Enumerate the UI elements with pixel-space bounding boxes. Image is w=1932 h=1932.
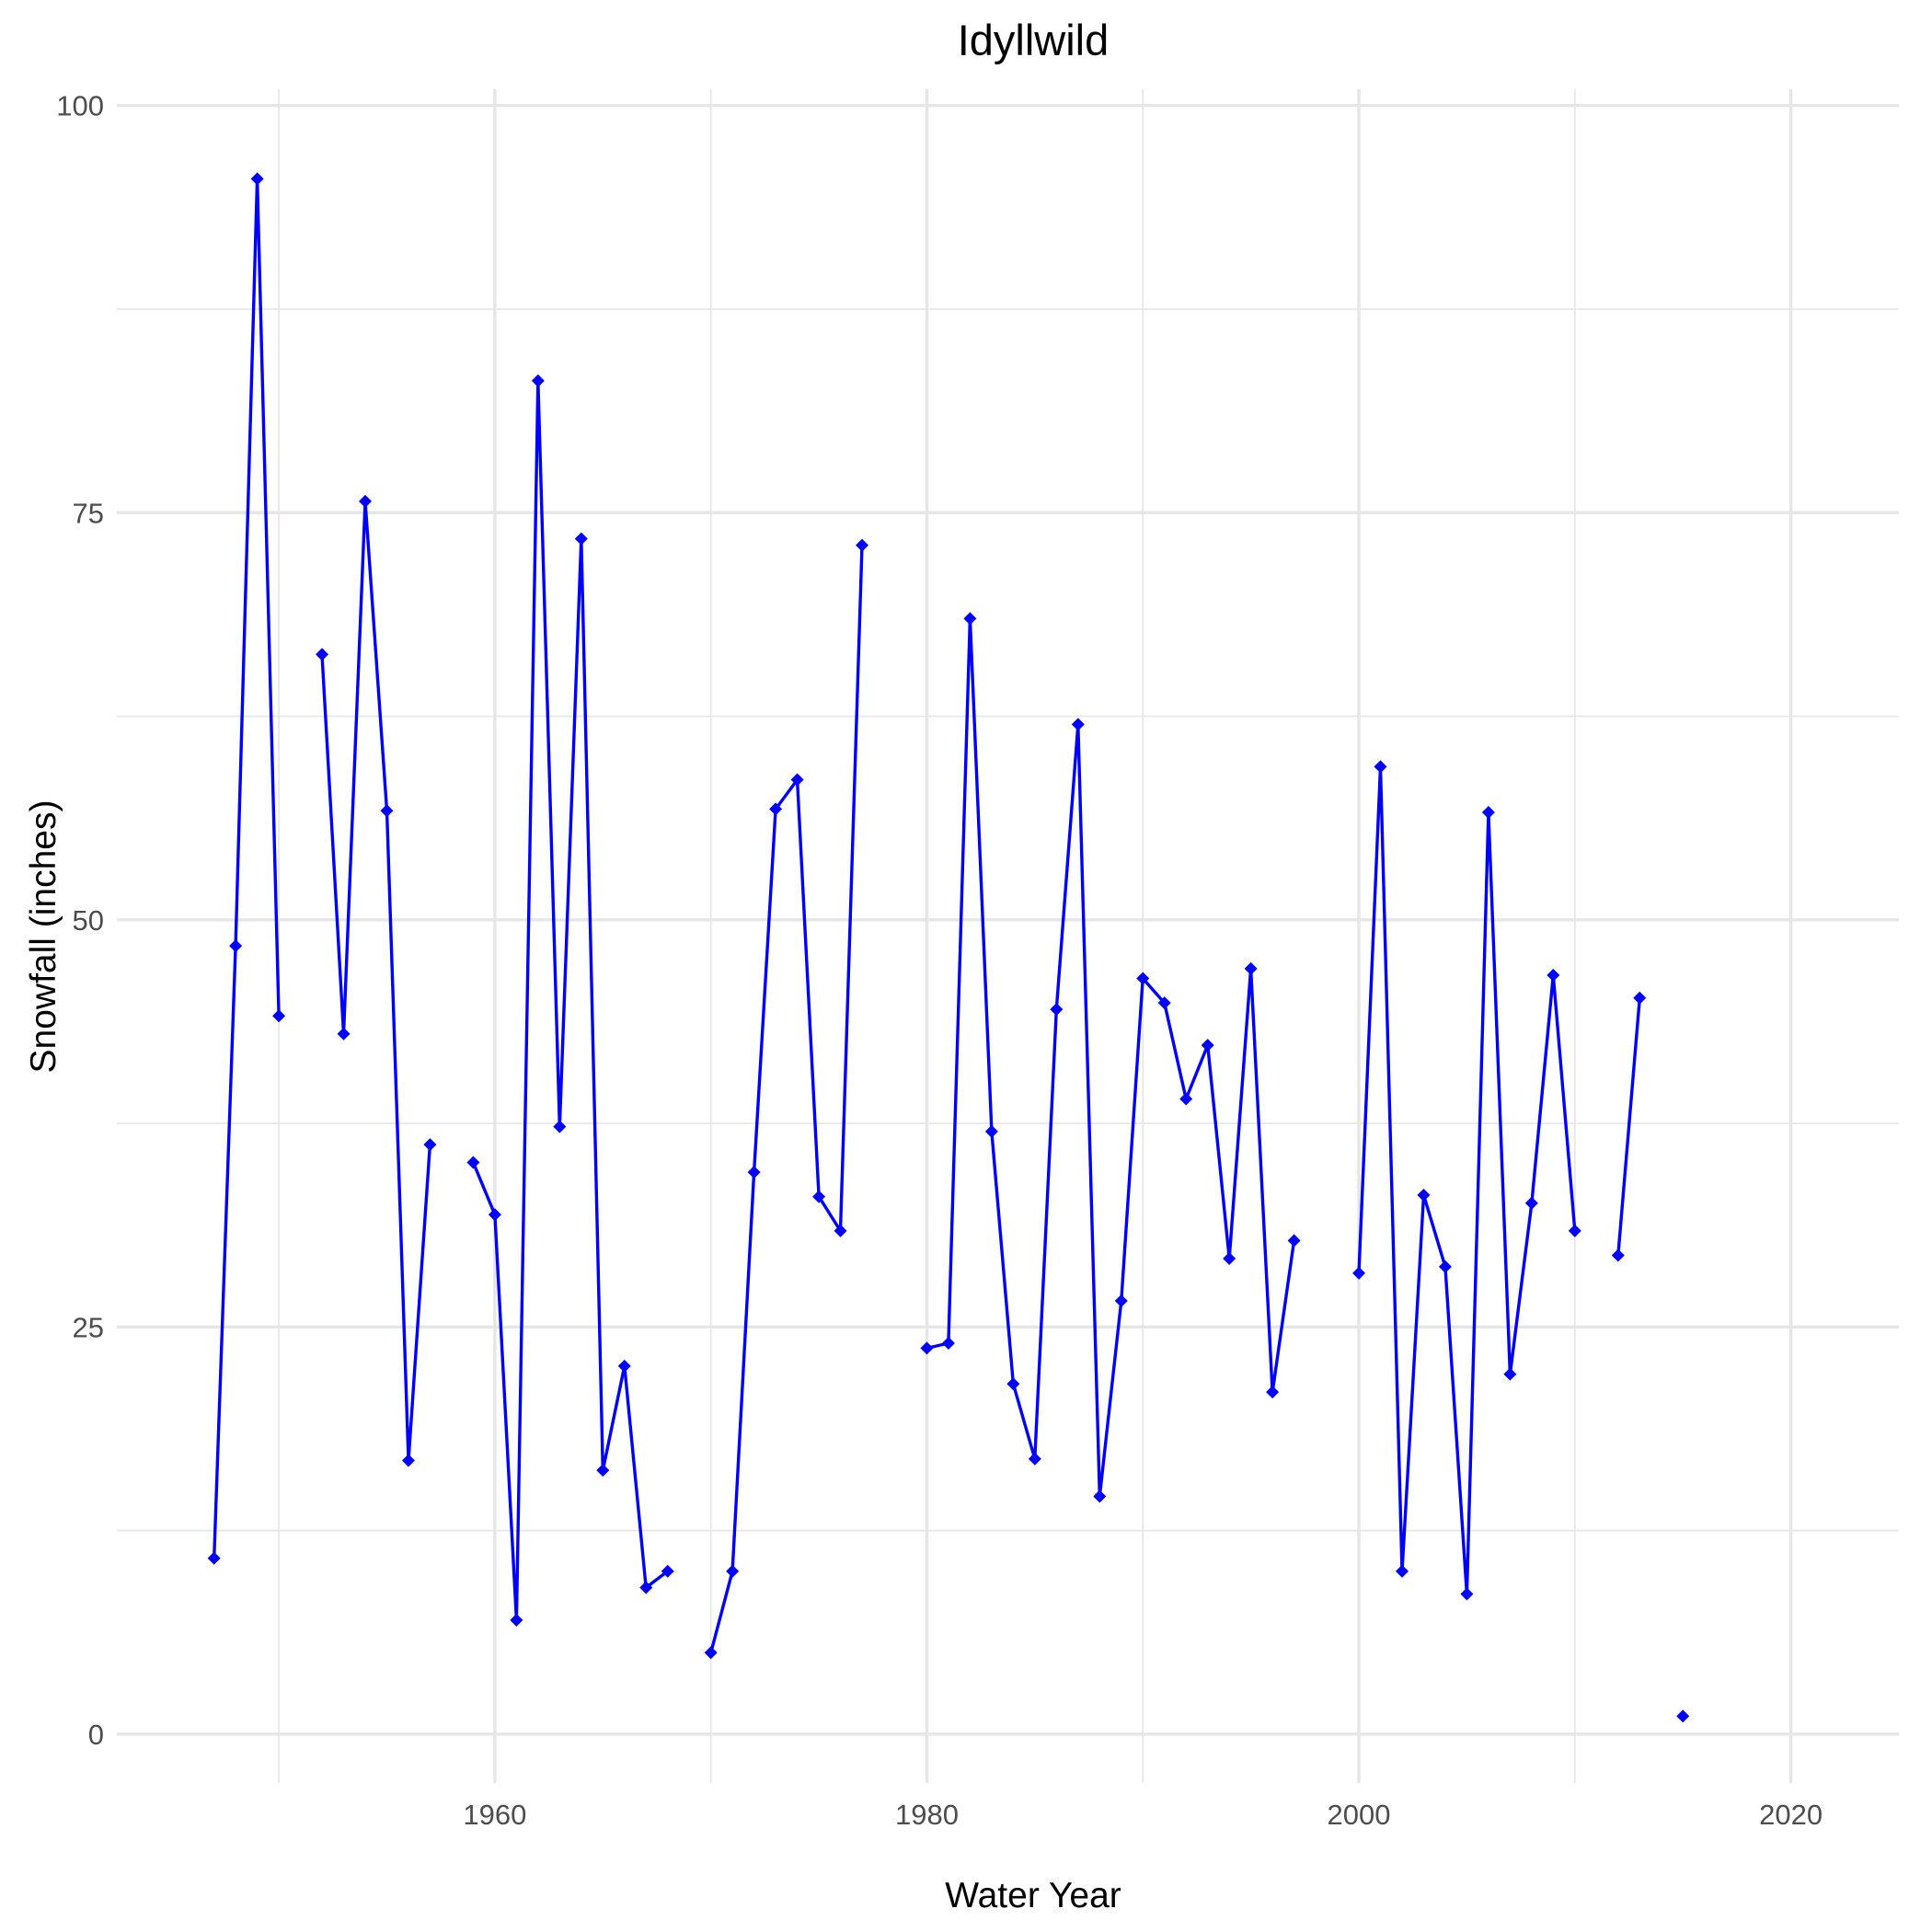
x-tick-label: 2020 — [1759, 1799, 1823, 1831]
data-point — [553, 1120, 567, 1133]
data-point — [1287, 1234, 1301, 1248]
chart-title: Idyllwild — [958, 16, 1110, 64]
data-point — [1006, 1377, 1020, 1391]
data-point — [639, 1581, 653, 1594]
data-point — [1050, 1003, 1064, 1017]
y-axis-title: Snowfall (inches) — [24, 800, 63, 1074]
data-point — [1633, 991, 1647, 1005]
data-point — [510, 1613, 523, 1627]
x-axis-title: Water Year — [945, 1876, 1121, 1915]
data-point — [726, 1564, 740, 1578]
data-point — [272, 1009, 286, 1023]
data-point — [747, 1166, 761, 1179]
data-point — [704, 1646, 718, 1660]
series-line — [320, 500, 432, 1463]
data-point — [963, 612, 977, 626]
series-line — [926, 616, 1296, 1499]
data-point — [1568, 1224, 1581, 1237]
data-point — [1244, 961, 1258, 975]
data-point — [1524, 1196, 1538, 1210]
data-point — [1071, 718, 1085, 731]
data-point — [984, 1124, 998, 1138]
data-point — [1395, 1564, 1409, 1578]
data-point — [1179, 1092, 1193, 1106]
series-line — [213, 177, 281, 1558]
y-tick-label: 25 — [73, 1311, 104, 1343]
data-point — [316, 648, 329, 661]
data-point — [769, 802, 783, 816]
data-point — [380, 804, 394, 818]
data-point — [401, 1454, 415, 1467]
data-point — [1223, 1251, 1236, 1265]
x-axis-ticks: 1960 1980 2000 2020 — [463, 1799, 1823, 1831]
data-point — [1460, 1587, 1474, 1601]
y-tick-label: 50 — [73, 904, 104, 937]
series-line — [1616, 997, 1641, 1256]
data-point — [1028, 1452, 1041, 1466]
data-point — [856, 538, 869, 552]
series-line — [709, 545, 864, 1653]
data-point — [1374, 760, 1387, 774]
y-axis-ticks: 0 25 50 75 100 — [56, 90, 104, 1751]
data-point — [1503, 1367, 1517, 1381]
x-tick-label: 1960 — [463, 1799, 526, 1831]
data-point — [1417, 1188, 1431, 1202]
data-point — [596, 1464, 610, 1478]
data-point — [359, 494, 373, 508]
data-point — [1114, 1294, 1128, 1308]
data-point — [920, 1341, 934, 1355]
data-point — [207, 1551, 221, 1565]
data-point — [1438, 1259, 1452, 1273]
data-point — [617, 1359, 631, 1373]
data-point — [574, 532, 588, 546]
minor-gridlines — [117, 89, 1899, 1783]
data-point — [812, 1190, 826, 1203]
data-point — [1547, 968, 1560, 982]
data-point — [229, 939, 243, 953]
data-point — [1136, 972, 1150, 985]
series-line — [471, 379, 669, 1622]
data-point — [1352, 1266, 1366, 1280]
data-point — [466, 1156, 480, 1169]
y-tick-label: 100 — [56, 90, 104, 122]
data-point — [1481, 805, 1495, 819]
data-point — [834, 1224, 847, 1237]
y-tick-label: 0 — [88, 1719, 104, 1751]
x-tick-label: 2000 — [1328, 1799, 1391, 1831]
data-point — [337, 1027, 351, 1041]
data-point — [1201, 1039, 1214, 1052]
data-point — [790, 773, 804, 787]
data-point — [941, 1337, 955, 1351]
data-point — [488, 1208, 501, 1222]
data-point — [423, 1138, 437, 1152]
y-tick-label: 75 — [73, 497, 104, 529]
data-point — [661, 1564, 674, 1578]
data-point — [250, 172, 264, 186]
data-point — [1611, 1248, 1625, 1262]
data-point — [1093, 1489, 1107, 1503]
series-layer — [207, 172, 1690, 1723]
data-point — [531, 374, 545, 387]
x-tick-label: 1980 — [895, 1799, 959, 1831]
data-point — [1157, 996, 1171, 1010]
data-point — [1266, 1386, 1280, 1399]
data-point — [1676, 1709, 1690, 1723]
